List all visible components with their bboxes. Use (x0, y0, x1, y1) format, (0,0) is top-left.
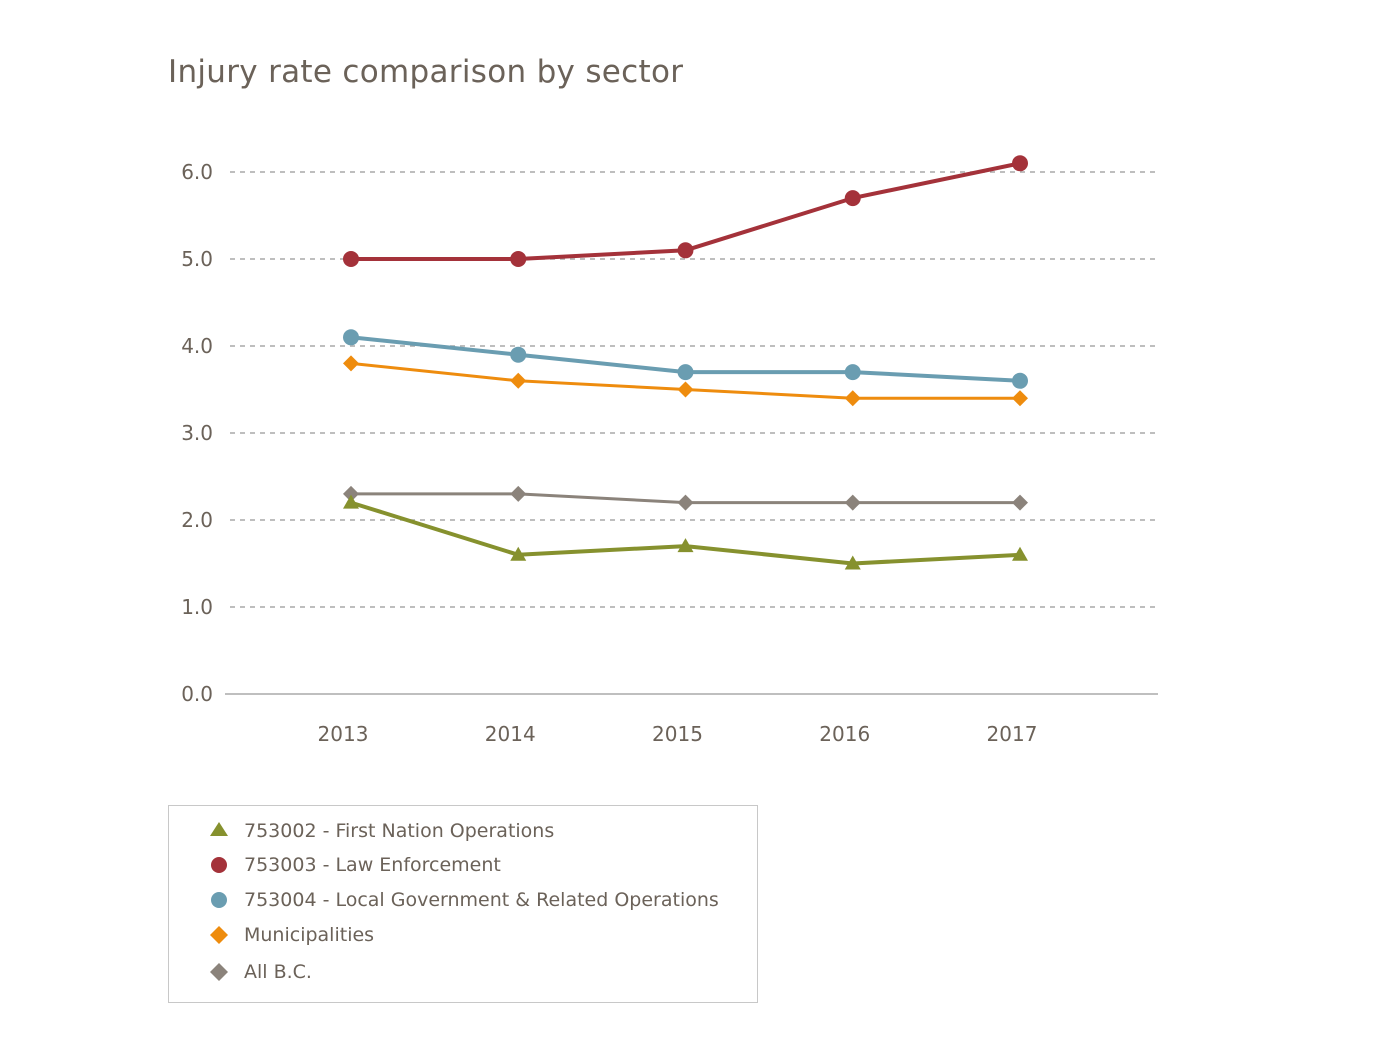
x-tick-label: 2014 (485, 722, 536, 746)
legend-label: 753002 - First Nation Operations (244, 820, 555, 842)
data-point (677, 381, 694, 398)
x-tick-label: 2016 (819, 722, 870, 746)
data-point (510, 346, 527, 363)
legend-label: Municipalities (244, 924, 375, 946)
data-point (844, 190, 861, 207)
data-point (1012, 372, 1028, 389)
legend-diamond-icon (207, 923, 231, 947)
series-line (350, 500, 1021, 566)
data-point (1012, 546, 1028, 561)
data-point (343, 485, 359, 502)
data-point (1012, 494, 1028, 511)
data-point (510, 546, 527, 561)
data-point (844, 555, 861, 570)
legend-label: All B.C. (244, 961, 312, 983)
data-point (844, 364, 861, 381)
data-point (510, 485, 527, 502)
data-point (1012, 155, 1028, 172)
data-point (343, 355, 359, 372)
y-tick-label: 0.0 (181, 682, 213, 706)
data-point (844, 494, 861, 511)
legend: 753002 - First Nation Operations 753003 -… (168, 805, 758, 1003)
data-point (1012, 390, 1028, 407)
legend-diamond-icon (207, 960, 231, 984)
data-point (677, 494, 694, 511)
data-point (677, 538, 694, 553)
data-point (343, 329, 359, 346)
y-tick-label: 2.0 (181, 508, 213, 532)
data-point (510, 251, 527, 267)
legend-label: 753003 - Law Enforcement (244, 854, 501, 876)
legend-circle-icon (207, 853, 231, 877)
data-point (510, 372, 527, 389)
x-tick-label: 2015 (652, 722, 703, 746)
legend-label: 753004 - Local Government & Related Oper… (244, 889, 719, 911)
chart-title: Injury rate comparison by sector (168, 54, 684, 90)
legend-circle-icon (207, 888, 231, 912)
data-point (677, 364, 694, 381)
y-tick-label: 4.0 (181, 334, 213, 358)
y-tick-label: 5.0 (181, 247, 213, 271)
y-tick-label: 3.0 (181, 421, 213, 445)
legend-triangle-icon (207, 819, 231, 843)
y-tick-label: 1.0 (181, 595, 213, 619)
data-point (844, 390, 861, 407)
data-point (677, 242, 694, 259)
y-tick-label: 6.0 (181, 160, 213, 184)
x-tick-label: 2017 (987, 722, 1038, 746)
data-point (343, 251, 359, 267)
x-tick-label: 2013 (318, 722, 369, 746)
data-point (343, 494, 359, 509)
line-chart: 0.0 1.0 2.0 3.0 4.0 5.0 6.0 2013 2014 2015 2016 201… (181, 155, 1158, 746)
